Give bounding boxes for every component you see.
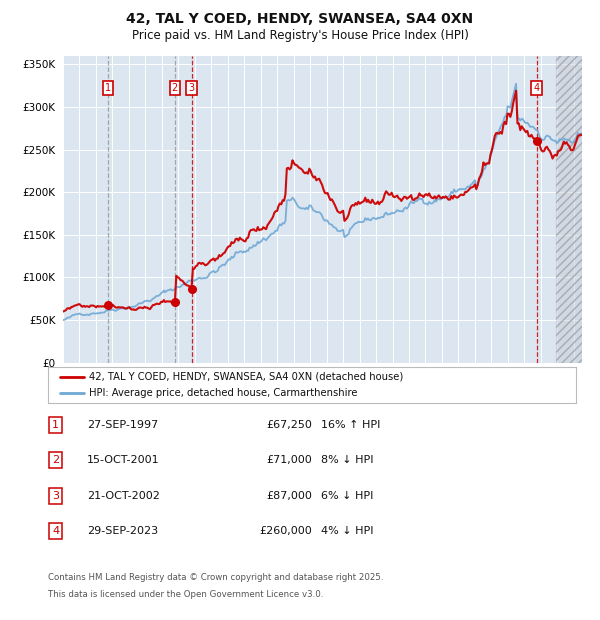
Text: 1: 1 <box>52 420 59 430</box>
Text: £260,000: £260,000 <box>259 526 312 536</box>
Text: 4% ↓ HPI: 4% ↓ HPI <box>321 526 373 536</box>
Text: 3: 3 <box>188 83 194 93</box>
Text: 21-OCT-2002: 21-OCT-2002 <box>87 491 160 501</box>
Text: £71,000: £71,000 <box>266 455 312 465</box>
Text: 3: 3 <box>52 491 59 501</box>
Text: HPI: Average price, detached house, Carmarthenshire: HPI: Average price, detached house, Carm… <box>89 388 358 398</box>
Text: 42, TAL Y COED, HENDY, SWANSEA, SA4 0XN: 42, TAL Y COED, HENDY, SWANSEA, SA4 0XN <box>127 12 473 27</box>
Text: This data is licensed under the Open Government Licence v3.0.: This data is licensed under the Open Gov… <box>48 590 323 600</box>
Text: 6% ↓ HPI: 6% ↓ HPI <box>321 491 373 501</box>
Text: £87,000: £87,000 <box>266 491 312 501</box>
Text: 29-SEP-2023: 29-SEP-2023 <box>87 526 158 536</box>
Text: 4: 4 <box>52 526 59 536</box>
Text: 4: 4 <box>533 83 539 93</box>
Text: Contains HM Land Registry data © Crown copyright and database right 2025.: Contains HM Land Registry data © Crown c… <box>48 574 383 583</box>
Text: 42, TAL Y COED, HENDY, SWANSEA, SA4 0XN (detached house): 42, TAL Y COED, HENDY, SWANSEA, SA4 0XN … <box>89 372 403 382</box>
Text: 8% ↓ HPI: 8% ↓ HPI <box>321 455 373 465</box>
Text: 27-SEP-1997: 27-SEP-1997 <box>87 420 158 430</box>
Bar <box>556 56 582 363</box>
Text: 2: 2 <box>52 455 59 465</box>
Bar <box>556 56 582 363</box>
Text: 2: 2 <box>172 83 178 93</box>
Text: 16% ↑ HPI: 16% ↑ HPI <box>321 420 380 430</box>
Text: 15-OCT-2001: 15-OCT-2001 <box>87 455 160 465</box>
Text: 1: 1 <box>105 83 111 93</box>
Text: £67,250: £67,250 <box>266 420 312 430</box>
Text: Price paid vs. HM Land Registry's House Price Index (HPI): Price paid vs. HM Land Registry's House … <box>131 29 469 42</box>
